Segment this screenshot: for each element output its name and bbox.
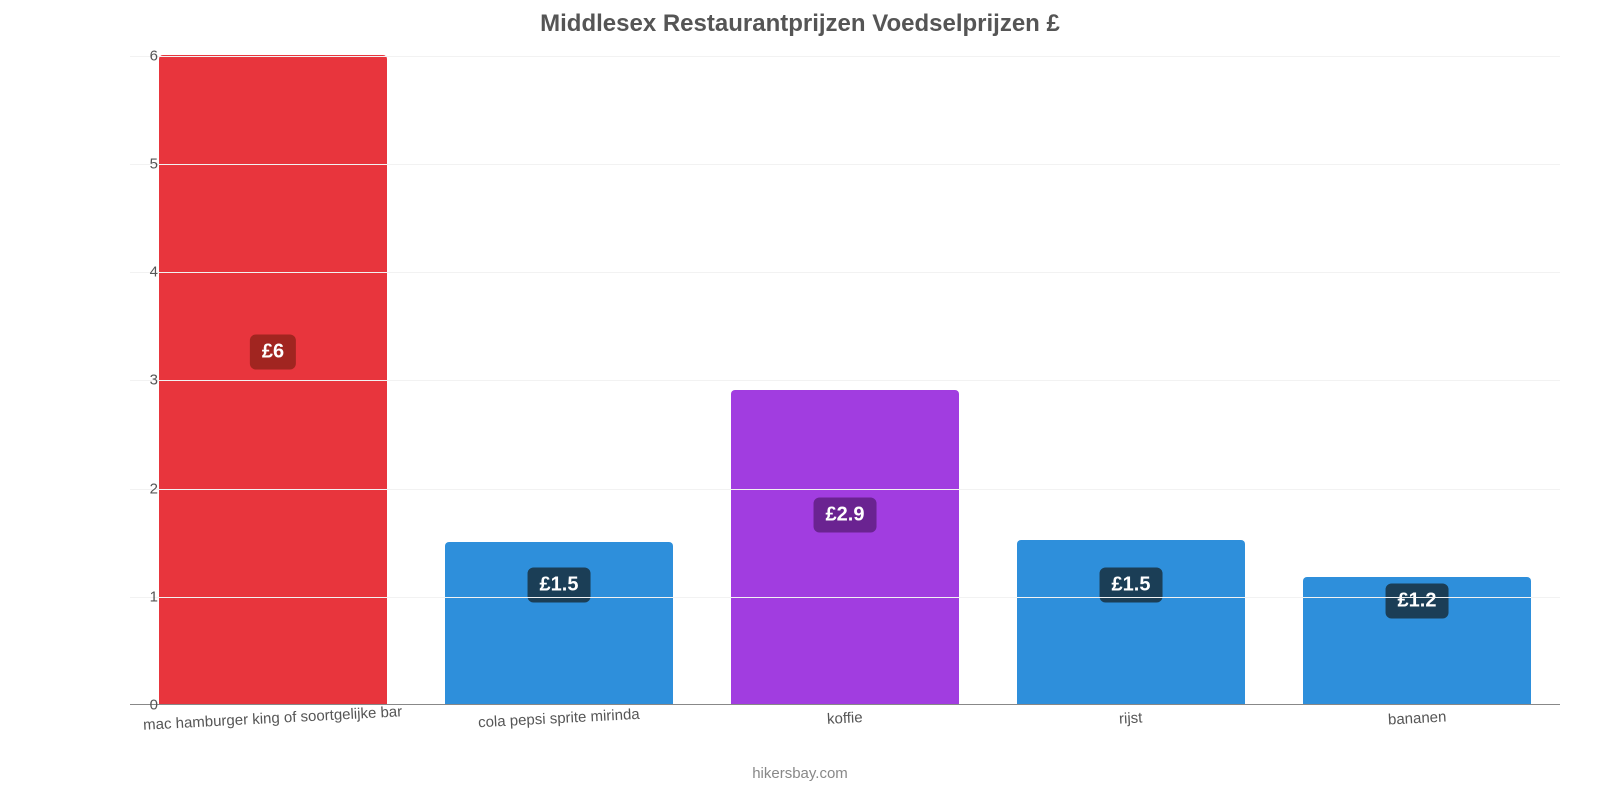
bar-slot: £1.5 [988, 45, 1274, 704]
gridline [130, 597, 1560, 598]
y-tick-label: 5 [118, 156, 158, 173]
bar-slot: £2.9 [702, 45, 988, 704]
bar [445, 542, 674, 704]
gridline [130, 272, 1560, 273]
bar-value-label: £6 [250, 335, 296, 370]
bar [731, 390, 960, 704]
x-axis-label: cola pepsi sprite mirinda [416, 710, 702, 728]
bar [1017, 540, 1246, 704]
y-tick-label: 1 [118, 588, 158, 605]
bar-value-label: £1.2 [1386, 584, 1449, 619]
chart-title: Middlesex Restaurantprijzen Voedselprijz… [0, 10, 1600, 38]
gridline [130, 380, 1560, 381]
price-chart: Middlesex Restaurantprijzen Voedselprijz… [0, 0, 1600, 800]
bars-row: £6 £1.5 £2.9 £1.5 £1.2 [130, 45, 1560, 704]
bar-value-label: £2.9 [814, 497, 877, 532]
bar-slot: £1.2 [1274, 45, 1560, 704]
chart-credit: hikersbay.com [0, 765, 1600, 782]
y-tick-label: 3 [118, 372, 158, 389]
plot-area: £6 £1.5 £2.9 £1.5 £1.2 [130, 45, 1560, 705]
y-tick-label: 6 [118, 47, 158, 64]
x-axis-label: mac hamburger king of soortgelijke bar [130, 710, 416, 728]
gridline [130, 489, 1560, 490]
x-axis-label: rijst [988, 710, 1274, 728]
bar-slot: £1.5 [416, 45, 702, 704]
x-axis-label: koffie [702, 710, 988, 728]
gridline [130, 164, 1560, 165]
x-axis-labels: mac hamburger king of soortgelijke barco… [130, 710, 1560, 728]
y-tick-label: 2 [118, 480, 158, 497]
bar-slot: £6 [130, 45, 416, 704]
x-axis-label: bananen [1274, 710, 1560, 728]
y-tick-label: 4 [118, 264, 158, 281]
gridline [130, 56, 1560, 57]
bar [159, 55, 388, 704]
y-tick-label: 0 [118, 697, 158, 714]
